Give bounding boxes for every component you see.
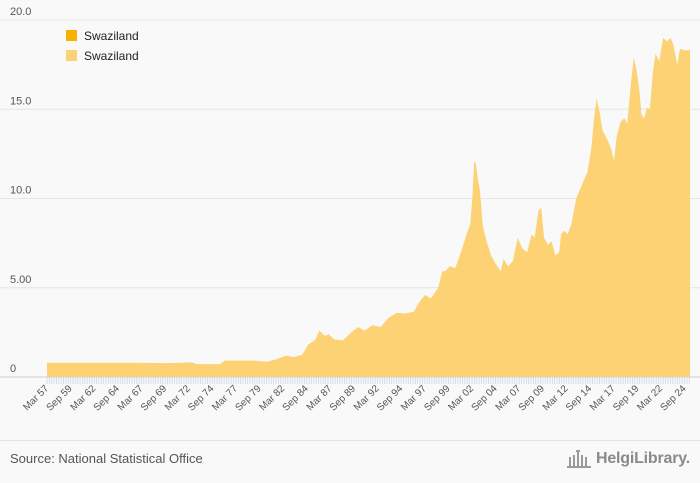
x-tick-label: Sep 59 <box>45 383 75 413</box>
series-area <box>47 38 690 377</box>
y-axis-ticks: 0 5.00 10.0 15.0 20.0 <box>10 6 31 375</box>
x-tick-label: Sep 09 <box>517 383 547 413</box>
y-tick-label: 0 <box>10 363 16 375</box>
logo-text: HelgiLibrary. <box>596 450 690 468</box>
helgi-library-logo[interactable]: HelgiLibrary. <box>566 449 690 469</box>
x-minor-ticks <box>47 377 689 384</box>
x-tick-label: Sep 04 <box>470 383 500 413</box>
source-note: Source: National Statistical Office <box>10 451 203 466</box>
x-tick-label: Sep 19 <box>611 383 641 413</box>
x-tick-label: Sep 89 <box>328 383 358 413</box>
x-tick-label: Sep 14 <box>564 383 594 413</box>
legend: Swaziland Swaziland <box>66 29 139 63</box>
footer: Source: National Statistical Office Helg… <box>0 440 700 483</box>
legend-swatch <box>66 50 77 61</box>
x-tick-label: Sep 79 <box>233 383 263 413</box>
x-tick-label: Sep 69 <box>139 383 169 413</box>
x-tick-label: Sep 94 <box>375 383 405 413</box>
y-tick-label: 15.0 <box>10 95 31 107</box>
x-tick-label: Sep 24 <box>658 383 688 413</box>
library-building-icon <box>566 449 592 469</box>
legend-label: Swaziland <box>84 49 139 63</box>
y-tick-label: 5.00 <box>10 274 31 286</box>
legend-swatch <box>66 30 77 41</box>
x-tick-label: Sep 84 <box>281 383 311 413</box>
x-tick-label: Sep 64 <box>92 383 122 413</box>
y-tick-label: 10.0 <box>10 185 31 197</box>
x-tick-label: Sep 74 <box>186 383 216 413</box>
legend-label: Swaziland <box>84 29 139 43</box>
x-tick-label: Sep 99 <box>422 383 452 413</box>
y-tick-label: 20.0 <box>10 6 31 18</box>
